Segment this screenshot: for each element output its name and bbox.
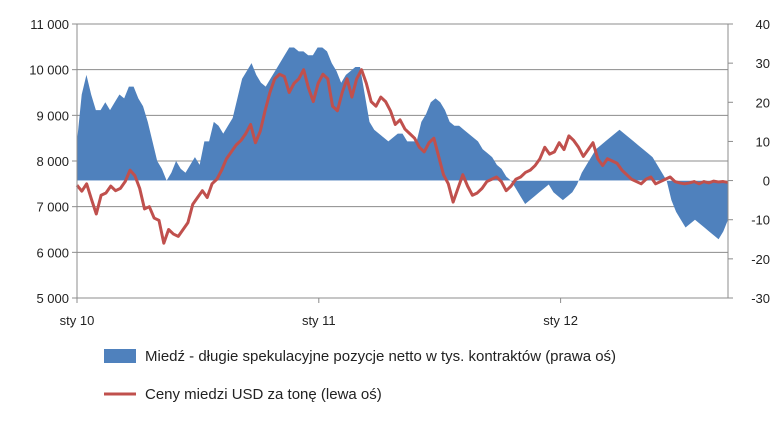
right-tick-label: -10 [751, 213, 770, 228]
right-axis-ticks: -30 -20 -10 0 10 20 30 40 [728, 17, 770, 306]
x-tick-label: sty 11 [302, 313, 336, 328]
x-axis-ticks: sty 10 sty 11 sty 12 [60, 298, 578, 328]
area-layer [77, 47, 728, 240]
line-layer [75, 68, 729, 245]
right-tick-label: 10 [756, 134, 770, 149]
legend: Miedź - długie spekulacyjne pozycje nett… [104, 348, 616, 403]
right-tick-label: -30 [751, 291, 770, 306]
left-tick-label: 8 000 [36, 154, 69, 169]
x-tick-label: sty 12 [543, 313, 578, 328]
right-tick-label: -20 [751, 252, 770, 267]
right-tick-label: 20 [756, 95, 770, 110]
left-tick-label: 11 000 [30, 17, 69, 32]
x-tick-label: sty 10 [60, 313, 95, 328]
left-tick-label: 9 000 [36, 108, 69, 123]
left-tick-label: 5 000 [36, 291, 69, 306]
left-tick-label: 10 000 [29, 63, 69, 78]
left-tick-label: 7 000 [36, 200, 69, 215]
left-axis-ticks: 5 000 6 000 7 000 8 000 9 000 10 000 11 000 [29, 17, 77, 306]
right-tick-label: 40 [756, 17, 770, 32]
legend-swatch-area [104, 349, 136, 363]
right-tick-label: 30 [756, 56, 770, 71]
right-tick-label: 0 [763, 174, 770, 189]
gridlines [77, 23, 728, 299]
left-tick-label: 6 000 [36, 245, 69, 260]
series-area-positions [77, 47, 728, 240]
legend-label-line: Ceny miedzi USD za tonę (lewa oś) [145, 386, 382, 403]
legend-label-area: Miedź - długie spekulacyjne pozycje nett… [145, 348, 616, 365]
series-line-price [75, 68, 729, 245]
